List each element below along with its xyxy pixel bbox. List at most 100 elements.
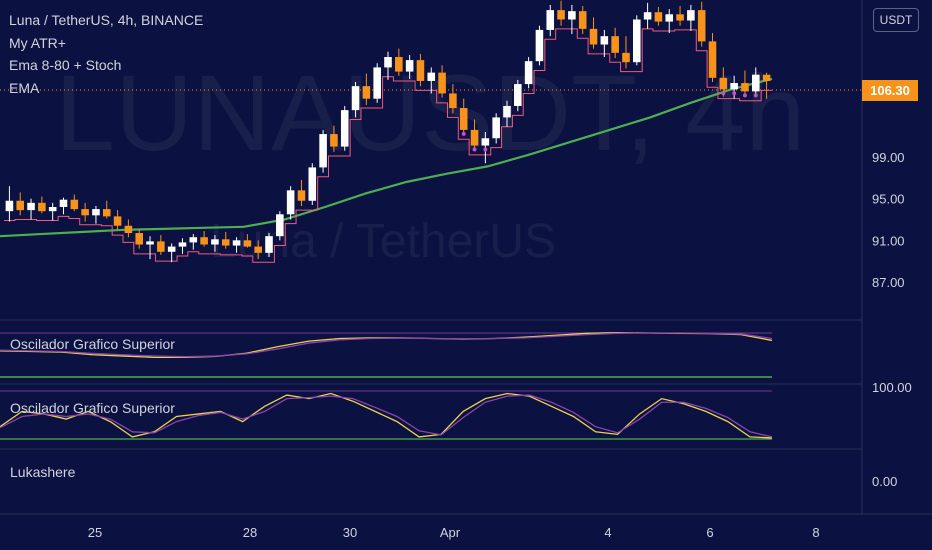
signal-dot bbox=[461, 131, 466, 136]
candle-body bbox=[449, 93, 457, 109]
signal-dot bbox=[721, 91, 726, 96]
osc2-k bbox=[0, 392, 773, 439]
indicator-atr-label[interactable]: My ATR+ bbox=[9, 35, 66, 51]
pane3-label[interactable]: Lukashere bbox=[10, 464, 76, 480]
candle-body bbox=[708, 41, 717, 78]
candle-body bbox=[146, 241, 154, 245]
candle-body bbox=[48, 207, 57, 212]
candle-body bbox=[578, 11, 587, 29]
candle-body bbox=[27, 202, 35, 211]
price-tick-label: 91.00 bbox=[872, 233, 905, 248]
signal-dot bbox=[742, 93, 747, 98]
candle-body bbox=[514, 84, 522, 106]
candle-body bbox=[276, 214, 284, 237]
candle-body bbox=[135, 233, 143, 245]
candle-body bbox=[286, 190, 295, 215]
time-axis[interactable]: 25 28 30 Apr 4 6 8 bbox=[88, 525, 820, 540]
candle-body bbox=[81, 209, 89, 216]
candle-body bbox=[308, 167, 317, 201]
candle-body bbox=[113, 216, 122, 226]
candle-body bbox=[59, 199, 68, 207]
candle-body bbox=[676, 14, 684, 21]
candle-body bbox=[524, 61, 533, 85]
candle-body bbox=[16, 200, 25, 211]
candle-body bbox=[5, 200, 14, 212]
candle-body bbox=[340, 110, 349, 147]
candle-body bbox=[427, 72, 436, 81]
candle-body bbox=[265, 236, 273, 253]
candle-body bbox=[719, 77, 728, 90]
candle-body bbox=[102, 209, 111, 217]
atr-stepline bbox=[4, 28, 772, 263]
candle-body bbox=[211, 239, 219, 245]
osc2-label[interactable]: Oscilador Grafico Superior bbox=[10, 400, 175, 416]
candle-body bbox=[232, 240, 241, 246]
price-axis[interactable]: 87.00 91.00 95.00 99.00 100.00 0.00 bbox=[872, 150, 912, 489]
watermark-ticker: LUNAUSDT, 4h bbox=[55, 52, 805, 173]
time-tick-label: 28 bbox=[243, 525, 257, 540]
candle-body bbox=[697, 10, 706, 42]
price-tick-label: 95.00 bbox=[872, 192, 905, 207]
indicator-ema-stoch-label[interactable]: Ema 8-80 + Stoch bbox=[9, 57, 122, 73]
candle-body bbox=[189, 237, 198, 243]
candle-body bbox=[481, 138, 490, 146]
candle-body bbox=[221, 239, 230, 246]
osc1-lines bbox=[0, 331, 773, 358]
time-tick-label: 6 bbox=[706, 525, 713, 540]
candle-body bbox=[38, 202, 46, 212]
candle-body bbox=[330, 134, 338, 147]
candle-body bbox=[535, 29, 544, 62]
candle-body bbox=[243, 240, 252, 247]
candle-body bbox=[622, 52, 630, 63]
time-tick-label: 8 bbox=[812, 525, 819, 540]
osc1-label[interactable]: Oscilador Grafico Superior bbox=[10, 336, 175, 352]
candle-body bbox=[762, 74, 771, 81]
price-tick-label: 87.00 bbox=[872, 275, 905, 290]
candle-body bbox=[157, 241, 165, 252]
candle-body bbox=[751, 74, 760, 92]
candle-body bbox=[124, 225, 133, 234]
currency-button[interactable]: USDT bbox=[873, 8, 919, 32]
candle-body bbox=[319, 134, 327, 168]
atr-path bbox=[4, 28, 772, 263]
time-tick-label: 4 bbox=[604, 525, 611, 540]
candle-body bbox=[167, 246, 176, 252]
candle-body bbox=[687, 10, 695, 21]
candle-body bbox=[297, 190, 306, 201]
candle-body bbox=[70, 199, 79, 210]
candle-body bbox=[589, 28, 598, 45]
candle-body bbox=[405, 60, 414, 72]
last-price-tag: 106.30 bbox=[862, 80, 918, 101]
signal-dots bbox=[461, 91, 758, 152]
candle-body bbox=[254, 246, 262, 253]
signal-dot bbox=[732, 91, 737, 96]
symbol-title[interactable]: Luna / TetherUS, 4h, BINANCE bbox=[9, 12, 204, 28]
candle-body bbox=[492, 117, 500, 139]
candle-body bbox=[178, 242, 187, 247]
candle-body bbox=[351, 86, 360, 111]
candle-body bbox=[92, 209, 100, 216]
candle-body bbox=[654, 12, 663, 22]
pane3-tick-label: 0.00 bbox=[872, 474, 897, 489]
candle-body bbox=[395, 57, 403, 72]
candle-body bbox=[600, 36, 609, 45]
candle-body bbox=[665, 14, 674, 22]
time-tick-label: 30 bbox=[343, 525, 357, 540]
osc2-lines bbox=[0, 392, 773, 439]
osc2-d bbox=[0, 394, 773, 438]
candle-body bbox=[438, 72, 446, 94]
price-tick-label: 99.00 bbox=[872, 150, 905, 165]
candle-body bbox=[384, 57, 392, 68]
signal-dot bbox=[753, 93, 758, 98]
candle-body bbox=[568, 11, 576, 20]
osc2-tick-label: 100.00 bbox=[872, 380, 912, 395]
candle-body bbox=[633, 19, 641, 63]
signal-dot bbox=[483, 147, 488, 152]
candle-body bbox=[362, 86, 371, 99]
candle-body bbox=[200, 237, 208, 245]
candle-body bbox=[730, 83, 738, 90]
indicator-ema-label[interactable]: EMA bbox=[9, 80, 40, 96]
candles bbox=[5, 0, 771, 263]
time-tick-label: 25 bbox=[88, 525, 102, 540]
